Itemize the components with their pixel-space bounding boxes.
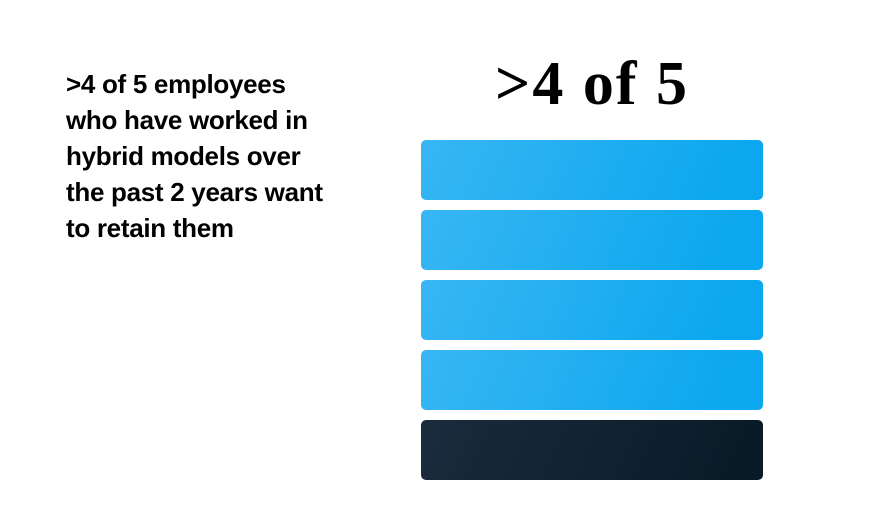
bar-segment-1: [421, 140, 763, 200]
figure-title: >4 of 5: [495, 50, 689, 118]
statement-text: >4 of 5 employees who have worked in hyb…: [66, 66, 376, 246]
bar-segment-3: [421, 280, 763, 340]
bar-stack: [421, 140, 763, 480]
statement-line: hybrid models over: [66, 141, 301, 171]
bar-segment-2: [421, 210, 763, 270]
bar-segment-4: [421, 350, 763, 410]
bar-segment-5: [421, 420, 763, 480]
statement-line: to retain them: [66, 213, 234, 243]
statement-line: the past 2 years want: [66, 177, 323, 207]
statement-line: who have worked in: [66, 105, 308, 135]
statement-line: >4 of 5 employees: [66, 69, 286, 99]
figure-column: >4 of 5: [421, 0, 763, 508]
